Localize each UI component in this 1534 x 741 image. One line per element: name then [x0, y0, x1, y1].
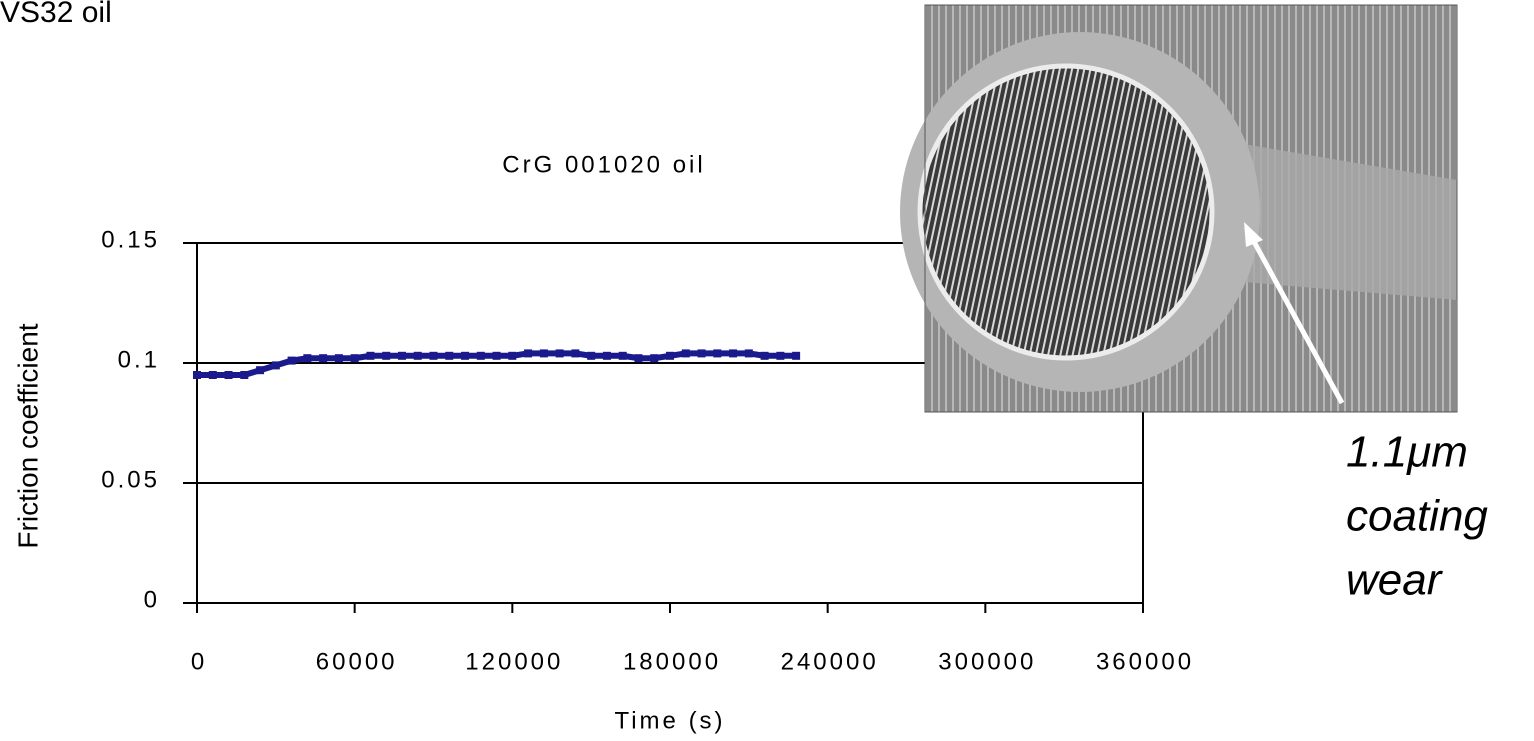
inset-photo	[900, 4, 1458, 413]
x-tick-label: 360000	[1096, 648, 1194, 675]
x-tick-label: 120000	[465, 648, 563, 675]
data-point	[729, 349, 738, 358]
data-point	[429, 351, 438, 360]
data-point	[492, 351, 501, 360]
data-point	[413, 351, 422, 360]
data-point	[193, 371, 201, 379]
y-tick-label: 0.1	[118, 346, 160, 373]
data-point	[524, 349, 533, 358]
annotation: coating	[1346, 492, 1488, 541]
data-point	[666, 351, 674, 360]
data-point	[224, 371, 233, 379]
data-point	[555, 349, 564, 358]
data-point	[792, 351, 801, 360]
data-point	[382, 351, 391, 360]
data-point	[508, 351, 517, 360]
data-point	[461, 351, 470, 360]
data-point	[397, 351, 406, 360]
data-point	[681, 349, 690, 358]
data-point	[634, 354, 643, 363]
data-point	[697, 349, 706, 358]
data-point	[366, 351, 375, 360]
y-tick-label: 0	[144, 586, 160, 613]
data-point	[602, 351, 611, 360]
data-point	[445, 351, 454, 360]
x-tick-label: 180000	[623, 648, 721, 675]
data-point	[334, 354, 343, 363]
data-point	[760, 351, 769, 360]
data-point	[319, 354, 328, 363]
annotation: wear	[1346, 556, 1444, 605]
x-tick-label: 0	[191, 648, 207, 675]
chart-title: CrG 001020 oil	[502, 151, 705, 178]
x-tick-label: 240000	[781, 648, 879, 675]
data-point	[287, 356, 296, 365]
data-point	[650, 354, 659, 363]
data-point	[208, 371, 217, 379]
x-tick-label: 60000	[316, 648, 398, 675]
data-point	[350, 354, 359, 363]
annotation: 1.1μm	[1346, 428, 1468, 477]
y-axis-label: Friction coefficient	[12, 323, 43, 548]
data-point	[476, 351, 485, 360]
y-tick-label: 0.05	[101, 466, 160, 493]
data-point	[618, 351, 627, 360]
data-point	[240, 371, 249, 379]
data-point	[776, 351, 785, 360]
x-tick-label: 300000	[938, 648, 1036, 675]
data-point	[744, 349, 753, 358]
data-point	[256, 366, 265, 375]
data-point	[571, 349, 580, 358]
y-tick-label: 0.15	[101, 226, 160, 253]
data-point	[713, 349, 722, 358]
data-point	[587, 351, 596, 360]
data-point	[303, 354, 312, 363]
data-point	[271, 361, 280, 370]
header: VS32 oil	[0, 0, 112, 29]
x-axis-label: Time (s)	[614, 707, 725, 734]
data-point	[539, 349, 548, 358]
